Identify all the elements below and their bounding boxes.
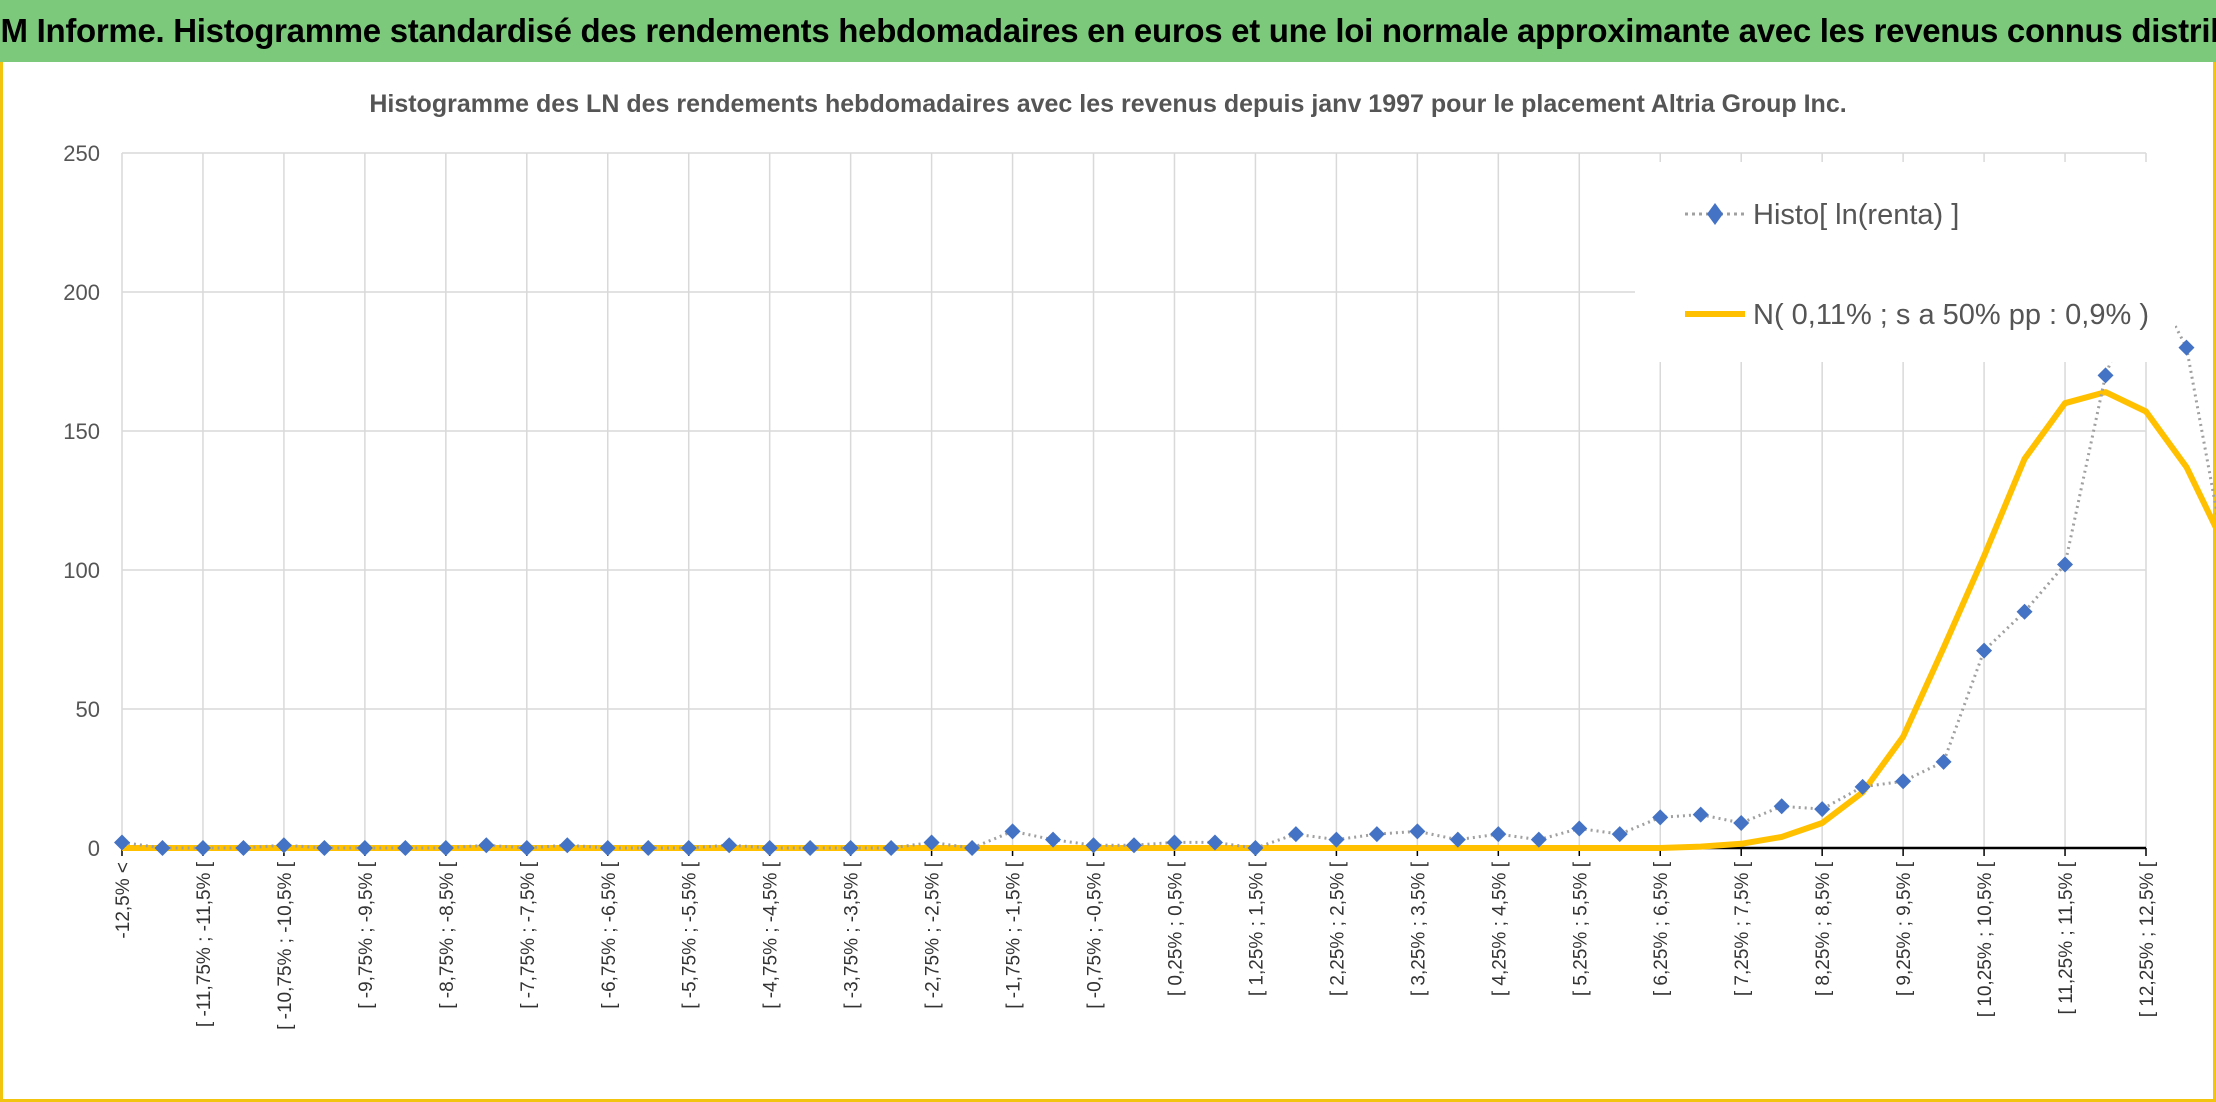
x-tick-label: [ 0,25% ; 0,5% [	[1165, 861, 1186, 996]
histo-point	[1692, 806, 1709, 823]
histo-point	[680, 840, 697, 856]
histo-point	[356, 840, 373, 856]
histo-point	[802, 840, 819, 856]
x-tick-label: [ 5,25% ; 5,5% [	[1570, 861, 1591, 996]
histo-point	[1733, 814, 1750, 831]
histo-point	[114, 834, 130, 851]
x-tick-label: [ 1,25% ; 1,5% [	[1246, 861, 1267, 996]
y-tick-label: 50	[76, 697, 100, 722]
x-tick-label: [ 11,25% ; 11,5% [	[2056, 861, 2077, 1014]
histo-point	[842, 840, 859, 856]
histo-point	[1287, 826, 1304, 843]
x-tick-label: -12,5% <	[113, 862, 134, 939]
x-tick-label: [ -11,75% ; -11,5% [	[194, 861, 215, 1027]
x-axis: -12,5% < [ -11,75% ; -11,5% [ [ -10,75% ; …	[113, 846, 2158, 1030]
histo-point	[2178, 339, 2195, 356]
histo-point	[1085, 837, 1102, 854]
histo-point	[2097, 367, 2114, 384]
histo-point	[640, 840, 657, 856]
x-tick-label: [ -0,75% ; -0,5% [	[1085, 861, 1106, 1009]
histo-point	[1449, 831, 1466, 848]
histo-point	[1166, 834, 1183, 851]
x-tick-label: [ -6,75% ; -6,5% [	[599, 861, 620, 1009]
x-tick-label: [ -7,75% ; -7,5% [	[518, 861, 539, 1009]
x-tick-label: [ -5,75% ; -5,5% [	[680, 861, 701, 1009]
histo-point	[964, 840, 981, 856]
x-tick-label: [ -10,75% ; -10,5% [	[275, 861, 296, 1030]
chart-svg: Histogramme des LN des rendements hebdom…	[63, 90, 2216, 1030]
histo-point	[1247, 840, 1264, 856]
histo-point	[1571, 820, 1588, 837]
histo-point	[1854, 778, 1871, 795]
histo-point	[316, 840, 333, 856]
histo-point	[883, 840, 900, 856]
histo-point	[1773, 798, 1790, 815]
histo-point	[1814, 801, 1831, 818]
histo-point	[1409, 823, 1426, 840]
histo-point	[1328, 831, 1345, 848]
histo-point	[154, 840, 171, 856]
x-tick-label: [ 4,25% ; 4,5% [	[1489, 861, 1510, 996]
x-tick-label: [ -3,75% ; -3,5% [	[842, 861, 863, 1009]
x-tick-label: [ 8,25% ; 8,5% [	[1813, 861, 1834, 996]
report-banner-title: ADAM Informe. Histogramme standardisé de…	[0, 0, 2216, 62]
y-axis: 0 50 100 150 200 250	[63, 141, 100, 861]
histo-point	[761, 840, 778, 856]
x-tick-label: [ -9,75% ; -9,5% [	[356, 861, 377, 1009]
histo-point	[437, 840, 454, 856]
histo-point	[194, 840, 211, 856]
normal-curve-line	[122, 389, 2216, 851]
y-tick-label: 200	[63, 280, 100, 305]
histo-point	[397, 840, 414, 856]
legend-background	[1635, 162, 2175, 362]
x-tick-label: [ 2,25% ; 2,5% [	[1327, 861, 1348, 996]
y-tick-label: 100	[63, 558, 100, 583]
y-tick-label: 150	[63, 419, 100, 444]
histo-point	[235, 840, 252, 856]
legend-normal-label: N( 0,11% ; s a 50% pp : 0,9% )	[1753, 299, 2149, 331]
histo-point	[1976, 642, 1993, 659]
histo-point	[1368, 826, 1385, 843]
x-tick-label: [ 3,25% ; 3,5% [	[1408, 861, 1429, 996]
histo-point	[1045, 831, 1062, 848]
x-tick-label: [ -4,75% ; -4,5% [	[761, 861, 782, 1009]
histo-point	[1004, 823, 1021, 840]
histo-point	[1530, 831, 1547, 848]
y-tick-label: 0	[88, 836, 100, 861]
x-tick-label: [ 10,25% ; 10,5% [	[1975, 861, 1996, 1017]
x-tick-label: [ -2,75% ; -2,5% [	[923, 861, 944, 1009]
x-tick-label: [ -8,75% ; -8,5% [	[437, 861, 458, 1009]
histo-point	[1126, 837, 1142, 854]
y-tick-label: 250	[63, 141, 100, 166]
histo-point	[559, 837, 576, 854]
histo-point	[1652, 809, 1669, 826]
histo-point	[518, 840, 535, 856]
x-tick-label: [ 7,25% ; 7,5% [	[1732, 861, 1753, 996]
chart-series	[114, 261, 2216, 856]
histo-point	[1611, 826, 1628, 843]
histo-point	[721, 837, 738, 854]
chart-legend: Histo[ ln(renta) ] N( 0,11% ; s a 50% pp…	[1635, 162, 2175, 362]
histo-point	[478, 837, 495, 854]
histo-point	[2016, 603, 2033, 620]
chart-title: Histogramme des LN des rendements hebdom…	[369, 90, 1846, 118]
histo-point	[1935, 753, 1952, 770]
histo-point	[599, 840, 616, 856]
histo-point	[923, 834, 940, 851]
x-tick-label: [ 9,25% ; 9,5% [	[1894, 861, 1915, 996]
legend-histo-label: Histo[ ln(renta) ]	[1753, 199, 1959, 231]
x-tick-label: [ -1,75% ; -1,5% [	[1004, 861, 1025, 1009]
x-tick-label: [ 6,25% ; 6,5% [	[1651, 861, 1672, 996]
legend-histo-marker	[1707, 203, 1723, 225]
histo-point	[275, 837, 292, 854]
x-tick-label: [ 12,25% ; 12,5% [	[2137, 861, 2158, 1017]
histo-point	[1490, 826, 1507, 843]
histo-point	[2057, 556, 2074, 573]
histo-point	[1206, 834, 1223, 851]
histo-point	[1895, 773, 1912, 790]
